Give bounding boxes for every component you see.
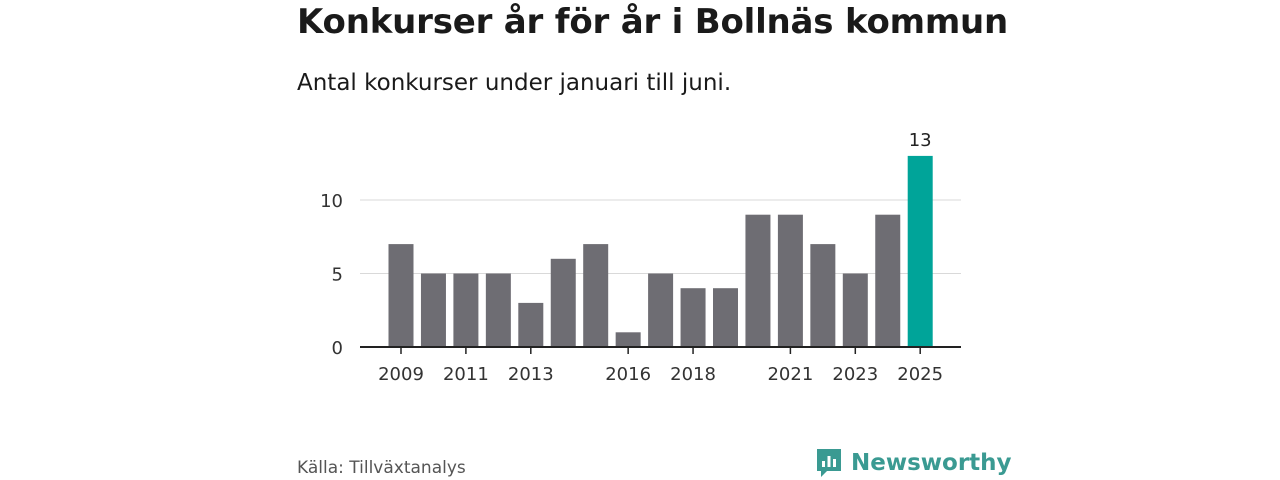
x-tick-label-2013: 2013 xyxy=(508,364,554,385)
bar-2016 xyxy=(615,332,641,347)
bar-2010 xyxy=(420,273,446,347)
y-axis-ticks: 0 5 10 xyxy=(320,191,343,359)
bar-2020 xyxy=(745,214,771,347)
y-tick-label-5: 5 xyxy=(332,265,343,286)
bar-2012 xyxy=(485,273,511,347)
bar-2025 xyxy=(907,155,933,347)
x-tick-label-2021: 2021 xyxy=(767,364,813,385)
x-axis-ticks: 2009 2011 2013 2016 2018 2021 2023 2025 xyxy=(378,347,943,385)
chart-title: Konkurser år för år i Bollnäs kommun xyxy=(297,2,1009,42)
bar-2009 xyxy=(388,244,414,347)
x-tick-label-2016: 2016 xyxy=(605,364,651,385)
bar-2024 xyxy=(875,214,901,347)
bar-2022 xyxy=(810,244,836,347)
chart-subtitle: Antal konkurser under januari till juni. xyxy=(297,70,732,96)
brand-logo: Newsworthy xyxy=(815,446,1012,480)
x-tick-label-2023: 2023 xyxy=(832,364,878,385)
bar-2013 xyxy=(518,302,544,347)
bar-2014 xyxy=(550,258,576,347)
x-tick-label-2009: 2009 xyxy=(378,364,424,385)
bar-2023 xyxy=(842,273,868,347)
y-tick-label-0: 0 xyxy=(332,338,343,359)
bar-2015 xyxy=(583,244,609,347)
bar-2017 xyxy=(648,273,674,347)
bar-2011 xyxy=(453,273,479,347)
brand-name: Newsworthy xyxy=(851,450,1012,476)
bar-2018 xyxy=(680,288,706,347)
bar-2019 xyxy=(713,288,738,347)
newsworthy-logo-icon xyxy=(817,449,841,477)
data-label-2025: 13 xyxy=(909,130,932,151)
bars xyxy=(388,155,933,347)
x-tick-label-2011: 2011 xyxy=(443,364,489,385)
x-tick-label-2018: 2018 xyxy=(670,364,716,385)
source-note: Källa: Tillväxtanalys xyxy=(297,458,466,478)
bar-2021 xyxy=(777,214,803,347)
x-tick-label-2025: 2025 xyxy=(897,364,943,385)
bar-chart: 0 5 10 13 2009 2011 2013 2016 2018 2021 2023 2025 xyxy=(320,130,961,385)
gridlines xyxy=(360,199,961,274)
data-labels: 13 xyxy=(909,130,932,151)
y-tick-label-10: 10 xyxy=(320,191,343,212)
